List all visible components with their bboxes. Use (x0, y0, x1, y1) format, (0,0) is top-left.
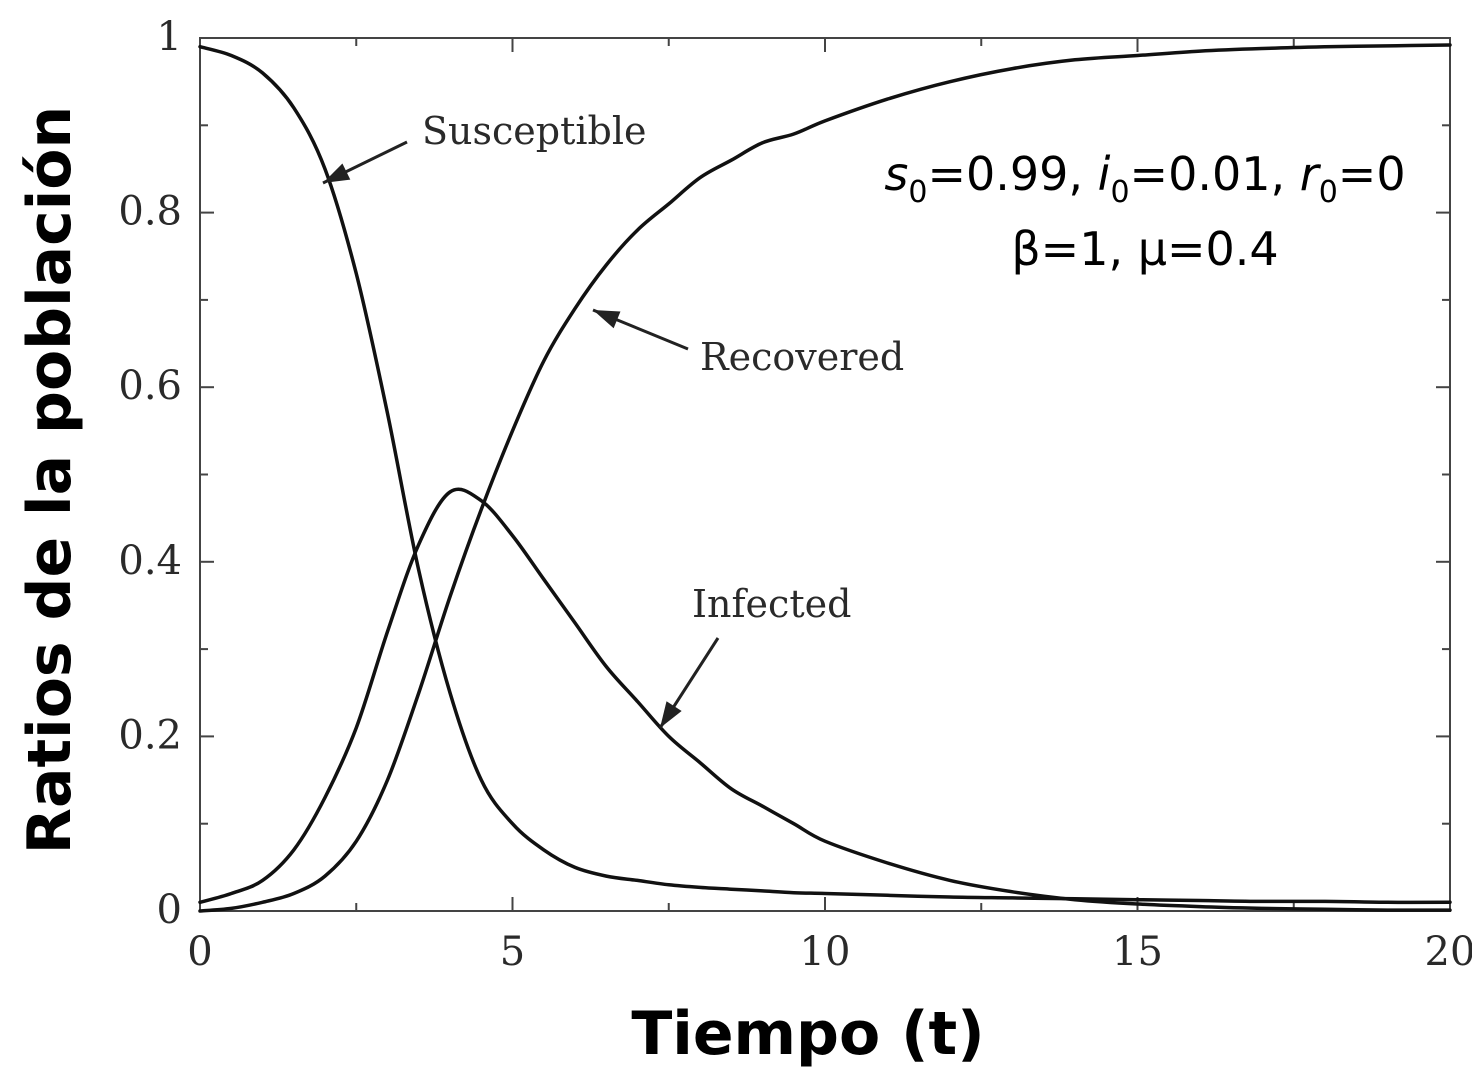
r0-symbol: r (1300, 147, 1322, 201)
label-arrows (322, 140, 720, 729)
susceptible-label: Susceptible (422, 109, 647, 153)
infected-arrow-head (660, 701, 682, 728)
y-tick-label: 0.8 (118, 189, 182, 235)
susceptible-arrow-head (323, 163, 351, 183)
parameters-label: β=1, μ=0.4 (1011, 222, 1278, 276)
i0-subscript: 0 (1110, 175, 1129, 210)
s0-subscript: 0 (908, 175, 927, 210)
i0-value: =0.01, (1130, 147, 1300, 201)
x-tick-label: 0 (187, 929, 212, 975)
initial-conditions-label: s0=0.99, i0=0.01, r0=0 (884, 147, 1405, 210)
susceptible-curve (198, 44, 1452, 905)
r0-subscript: 0 (1319, 175, 1338, 210)
x-tick-label: 5 (500, 929, 525, 975)
y-tick-label: 0 (157, 887, 182, 933)
infected-curve (198, 487, 1452, 912)
recovered-label: Recovered (700, 335, 904, 379)
infected-label: Infected (692, 582, 851, 626)
recovered-arrow-head (593, 310, 621, 329)
axis-tick-labels: 0 5 10 15 20 0 0.2 0.4 0.6 0.8 1 (118, 14, 1472, 975)
x-tick-label: 10 (800, 929, 851, 975)
recovered-curve (198, 43, 1452, 913)
y-tick-label: 0.4 (118, 538, 182, 584)
s0-symbol: s (884, 147, 908, 201)
y-tick-label: 0.2 (118, 712, 182, 758)
x-tick-label: 20 (1425, 929, 1472, 975)
r0-value: =0 (1338, 147, 1406, 201)
y-axis-title: Ratios de la población (15, 106, 85, 854)
i0-symbol: i (1098, 147, 1111, 201)
x-axis-title: Tiempo (t) (631, 999, 984, 1069)
x-tick-label: 15 (1112, 929, 1163, 975)
s0-value: =0.99, (927, 147, 1097, 201)
y-tick-label: 1 (157, 14, 182, 60)
y-tick-label: 0.6 (118, 363, 182, 409)
series-curves (198, 43, 1452, 913)
